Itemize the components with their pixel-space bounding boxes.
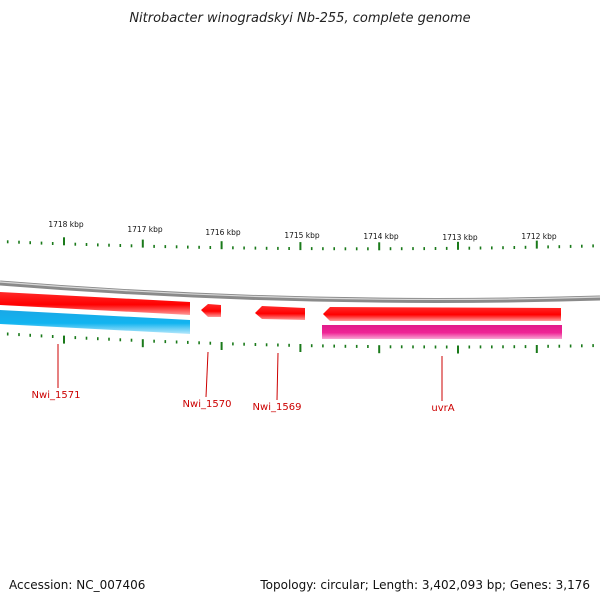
ruler-label-1718: 1718 kbp	[48, 220, 84, 229]
gene-uvra-forward[interactable]	[323, 307, 561, 321]
genome-backbone-highlight	[0, 281, 600, 301]
gene-nwi-1571-reverse[interactable]	[0, 310, 190, 334]
ruler-outer-ticks	[6, 237, 594, 251]
gene-label-nwi-1570[interactable]: Nwi_1570	[183, 399, 232, 410]
leader-line-nwi-1570	[205, 351, 209, 398]
ruler-label-1715: 1715 kbp	[284, 231, 320, 240]
ruler-label-1712: 1712 kbp	[521, 232, 557, 241]
ruler-label-1714: 1714 kbp	[363, 232, 399, 241]
ruler-label-1716: 1716 kbp	[205, 228, 241, 237]
gene-label-uvra[interactable]: uvrA	[431, 403, 454, 414]
leader-line-nwi-1569	[276, 352, 279, 401]
ruler-label-1713: 1713 kbp	[442, 233, 478, 242]
gene-nwi-1571-forward[interactable]	[0, 292, 190, 315]
gene-uvra-reverse[interactable]	[322, 325, 562, 339]
ruler-inner-ticks	[6, 332, 594, 354]
ruler-label-1717: 1717 kbp	[127, 225, 163, 234]
gene-nwi-1570-forward[interactable]	[201, 304, 221, 317]
accession-text: Accession: NC_007406	[9, 578, 146, 592]
map-title: Nitrobacter winogradskyi Nb-255, complet…	[129, 11, 470, 26]
gene-label-nwi-1569[interactable]: Nwi_1569	[253, 402, 302, 413]
gene-nwi-1569-forward[interactable]	[255, 306, 305, 320]
genome-summary-text: Topology: circular; Length: 3,402,093 bp…	[260, 578, 590, 592]
genome-backbone	[0, 280, 600, 303]
gene-label-nwi-1571[interactable]: Nwi_1571	[32, 390, 81, 401]
ruler-labels: 1718 kbp 1717 kbp 1716 kbp 1715 kbp 1714…	[48, 220, 557, 242]
